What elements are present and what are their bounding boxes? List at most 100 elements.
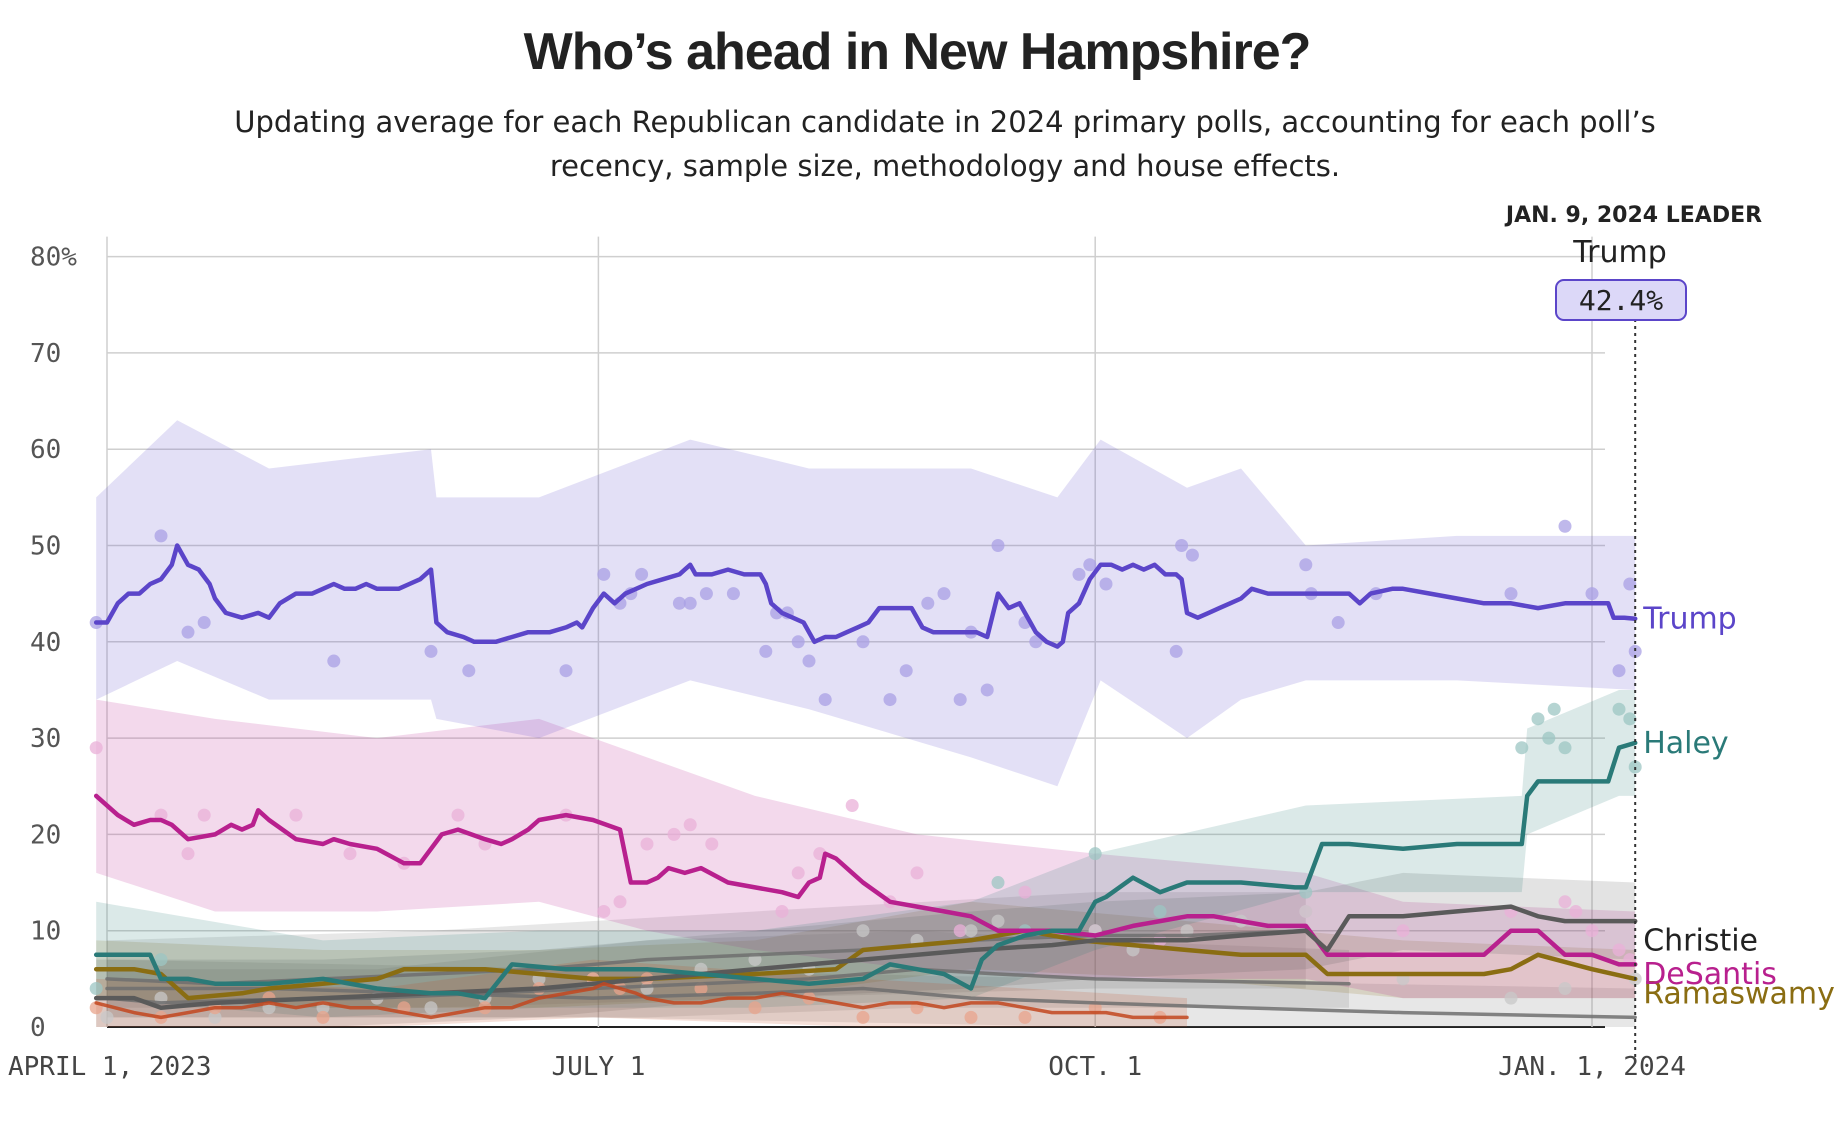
y-tick-label: 30 <box>30 724 61 754</box>
poll-dot <box>791 866 805 880</box>
poll-dot <box>597 904 611 918</box>
poll-dot <box>316 1010 330 1024</box>
poll-dot <box>613 895 627 909</box>
poll-dot <box>856 924 870 938</box>
poll-dot <box>1072 567 1086 581</box>
poll-dot <box>964 924 978 938</box>
poll-dot <box>1088 847 1102 861</box>
line-minor-candidates <box>105 986 1637 1020</box>
y-tick-label: 60 <box>30 435 61 465</box>
poll-dot <box>154 953 168 967</box>
poll-dot <box>1558 895 1572 909</box>
poll-dot <box>1018 1010 1032 1024</box>
poll-dot <box>181 847 195 861</box>
poll-dot <box>726 587 740 601</box>
poll-dot <box>1628 644 1642 658</box>
poll-dot <box>559 664 573 678</box>
end-label-desantis: DeSantis <box>1643 957 1777 992</box>
poll-dot <box>1558 519 1572 533</box>
poll-dot <box>1175 539 1189 552</box>
poll-dot <box>1029 635 1043 649</box>
poll-dot <box>1083 558 1097 572</box>
x-tick-label: JULY 1 <box>551 1052 645 1082</box>
chart-title: Who’s ahead in New Hampshire? <box>523 23 1312 81</box>
poll-dot <box>1569 904 1583 918</box>
poll-dot <box>683 596 697 610</box>
poll-dot <box>100 1010 114 1024</box>
poll-dot <box>89 741 103 755</box>
line-haley <box>93 740 1638 1001</box>
poll-dot <box>197 616 211 630</box>
line-ramaswamy <box>93 928 1638 1001</box>
poll-dot <box>1018 885 1032 899</box>
poll-dot <box>759 644 773 658</box>
poll-dot <box>1623 712 1637 726</box>
poll-dot <box>1585 924 1599 938</box>
end-label-haley: Haley <box>1643 726 1729 761</box>
poll-dot <box>1628 760 1642 774</box>
y-tick-label: 40 <box>30 628 61 658</box>
poll-dot <box>667 827 681 841</box>
poll-dot <box>1504 587 1518 601</box>
band-trump <box>96 420 1636 787</box>
poll-dot <box>1169 644 1183 658</box>
poll-dot <box>683 818 697 832</box>
poll-dot <box>672 596 686 610</box>
leader-callout: JAN. 9, 2024 LEADER Trump 42.4% <box>1504 203 1762 1057</box>
poll-dot <box>1531 712 1545 726</box>
poll-dot <box>980 683 994 697</box>
poll-dot <box>1299 904 1313 918</box>
poll-dot <box>451 808 465 822</box>
poll-dot <box>1612 664 1626 678</box>
series-lines <box>93 543 1638 1020</box>
y-tick-label: 50 <box>30 532 61 562</box>
y-tick-label: 80% <box>30 243 77 273</box>
poll-dot <box>953 693 967 707</box>
poll-dot <box>845 799 859 813</box>
poll-dot <box>1099 577 1113 591</box>
line-other-candidate <box>94 981 1189 1020</box>
poll-dot <box>424 1001 438 1015</box>
poll-dot <box>818 693 832 707</box>
poll-dot <box>883 693 897 707</box>
poll-dot <box>991 539 1005 552</box>
leader-heading: JAN. 9, 2024 LEADER <box>1504 203 1762 228</box>
poll-dot <box>462 664 476 678</box>
poll-dot <box>1396 924 1410 938</box>
poll-dot <box>1585 587 1599 601</box>
chart-subtitle: Updating average for each Republican can… <box>234 105 1656 183</box>
poll-dot <box>635 567 649 581</box>
poll-dot <box>597 567 611 581</box>
leader-name: Trump <box>1572 235 1667 270</box>
poll-dot <box>964 1010 978 1024</box>
poll-dot <box>1299 558 1313 572</box>
poll-dot <box>1331 616 1345 630</box>
leader-value: 42.4% <box>1579 284 1663 317</box>
poll-dot <box>289 808 303 822</box>
poll-dot <box>1612 943 1626 957</box>
x-tick-label: JAN. 1, 2024 <box>1498 1052 1686 1082</box>
x-tick-label: OCT. 1 <box>1048 1052 1142 1082</box>
band-minor-candidates <box>107 892 1306 1008</box>
poll-dot <box>699 587 713 601</box>
y-tick-label: 0 <box>30 1013 46 1043</box>
poll-dot <box>1547 702 1561 716</box>
poll-dot <box>327 654 341 668</box>
poll-dot <box>640 837 654 851</box>
poll-dot <box>1558 741 1572 755</box>
poll-dot <box>802 654 816 668</box>
poll-dot <box>1558 981 1572 995</box>
poll-dot <box>910 866 924 880</box>
y-tick-label: 10 <box>30 917 61 947</box>
end-label-ramaswamy: Ramaswamy <box>1643 976 1834 1011</box>
poll-dot <box>953 924 967 938</box>
grid-layer: 0 10 20 30 40 50 60 70 80% APRIL 1, 2023 JULY 1 OCT… <box>8 236 1686 1082</box>
poll-dot <box>1504 991 1518 1005</box>
end-label-christie: Christie <box>1643 923 1758 958</box>
poll-dot <box>1185 548 1199 562</box>
poll-dot <box>1623 577 1637 591</box>
poll-dot <box>208 1010 222 1024</box>
end-label-trump: Trump <box>1642 602 1737 637</box>
